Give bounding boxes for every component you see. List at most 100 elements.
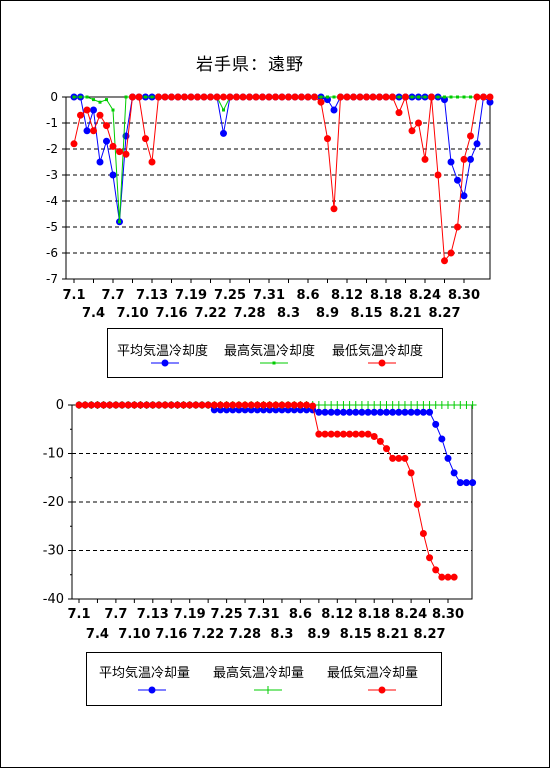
data-point	[468, 401, 477, 409]
legend-swatch-marker	[378, 686, 386, 694]
data-point	[142, 135, 149, 143]
data-point	[456, 479, 464, 487]
data-point	[447, 158, 455, 166]
data-point	[407, 408, 415, 416]
data-point	[332, 95, 336, 99]
data-point	[383, 445, 390, 453]
data-point	[413, 500, 421, 508]
data-point	[96, 111, 104, 119]
data-point	[216, 401, 224, 409]
data-point	[447, 249, 455, 257]
data-point	[266, 401, 274, 409]
x-tick-label: 7.22	[194, 306, 226, 321]
data-point	[303, 401, 311, 409]
data-point	[456, 95, 459, 99]
y-tick-label: -2	[46, 142, 58, 156]
data-point	[90, 127, 97, 135]
x-tick-label: 8.6	[296, 288, 319, 303]
data-point	[103, 122, 110, 130]
y-tick-label: -4	[46, 194, 58, 208]
data-point	[112, 401, 120, 409]
data-point	[198, 401, 206, 409]
data-point	[106, 401, 114, 409]
data-point	[376, 437, 384, 445]
data-point	[118, 401, 126, 409]
data-point	[460, 155, 468, 163]
x-tick-label: 8.27	[414, 627, 446, 642]
x-tick-label: 8.21	[389, 306, 421, 321]
x-tick-label: 8.24	[409, 288, 441, 303]
data-point	[432, 566, 440, 574]
x-tick-label: 8.15	[350, 306, 382, 321]
y-tick-label: 0	[56, 398, 64, 413]
x-tick-label: 8.30	[432, 607, 464, 622]
data-point	[124, 95, 128, 99]
x-tick-label: 7.7	[104, 607, 127, 622]
data-point	[339, 430, 347, 438]
x-tick-label: 7.25	[214, 288, 246, 303]
data-point	[324, 135, 331, 143]
x-tick-label: 7.10	[116, 306, 148, 321]
data-point	[210, 401, 218, 409]
x-tick-label: 7.16	[155, 306, 187, 321]
legend-swatch-marker	[272, 361, 276, 365]
y-tick-label: -30	[43, 544, 64, 559]
data-point	[432, 420, 440, 428]
data-point	[358, 430, 366, 438]
data-point	[352, 430, 360, 438]
data-point	[70, 140, 78, 148]
data-point	[364, 408, 372, 416]
data-point	[150, 95, 154, 99]
data-point	[229, 401, 237, 409]
data-point	[454, 223, 461, 231]
x-tick-label: 8.3	[277, 306, 300, 321]
data-point	[346, 430, 354, 438]
data-point	[284, 401, 292, 409]
data-point	[315, 430, 323, 438]
data-point	[462, 95, 466, 99]
x-tick-label: 8.12	[331, 288, 363, 303]
x-tick-label: 7.22	[192, 627, 224, 642]
data-point	[346, 408, 354, 416]
data-point	[415, 119, 422, 127]
data-point	[124, 401, 132, 409]
data-point	[321, 430, 329, 438]
data-point	[311, 93, 318, 101]
x-tick-label: 7.1	[62, 288, 85, 303]
data-point	[81, 401, 89, 409]
data-point	[413, 408, 421, 416]
data-point	[401, 454, 409, 462]
data-point	[423, 95, 427, 99]
data-point	[278, 401, 286, 409]
data-point	[438, 573, 446, 581]
data-point	[395, 408, 403, 416]
data-point	[155, 401, 163, 409]
x-tick-label: 7.7	[101, 288, 124, 303]
data-point	[395, 109, 403, 117]
data-point	[103, 137, 110, 145]
x-tick-label: 7.4	[82, 306, 105, 321]
data-point	[401, 408, 409, 416]
data-point	[389, 408, 397, 416]
data-point	[319, 95, 323, 99]
data-point	[450, 573, 458, 581]
data-point	[105, 98, 108, 102]
data-point	[397, 95, 401, 99]
data-point	[118, 220, 121, 224]
data-point	[443, 95, 446, 99]
data-point	[116, 148, 123, 156]
data-point	[389, 454, 397, 462]
page-title: 岩手県：遠野	[196, 55, 304, 75]
y-tick-label: -40	[43, 592, 64, 607]
data-point	[441, 257, 448, 265]
data-point	[389, 93, 396, 101]
data-point	[247, 401, 255, 409]
data-point	[327, 408, 335, 416]
data-point	[358, 408, 366, 416]
data-point	[173, 401, 181, 409]
data-point	[370, 408, 378, 416]
x-tick-label: 8.12	[321, 607, 353, 622]
x-tick-label: 7.10	[118, 627, 150, 642]
data-point	[426, 554, 434, 562]
x-tick-label: 7.1	[67, 607, 90, 622]
